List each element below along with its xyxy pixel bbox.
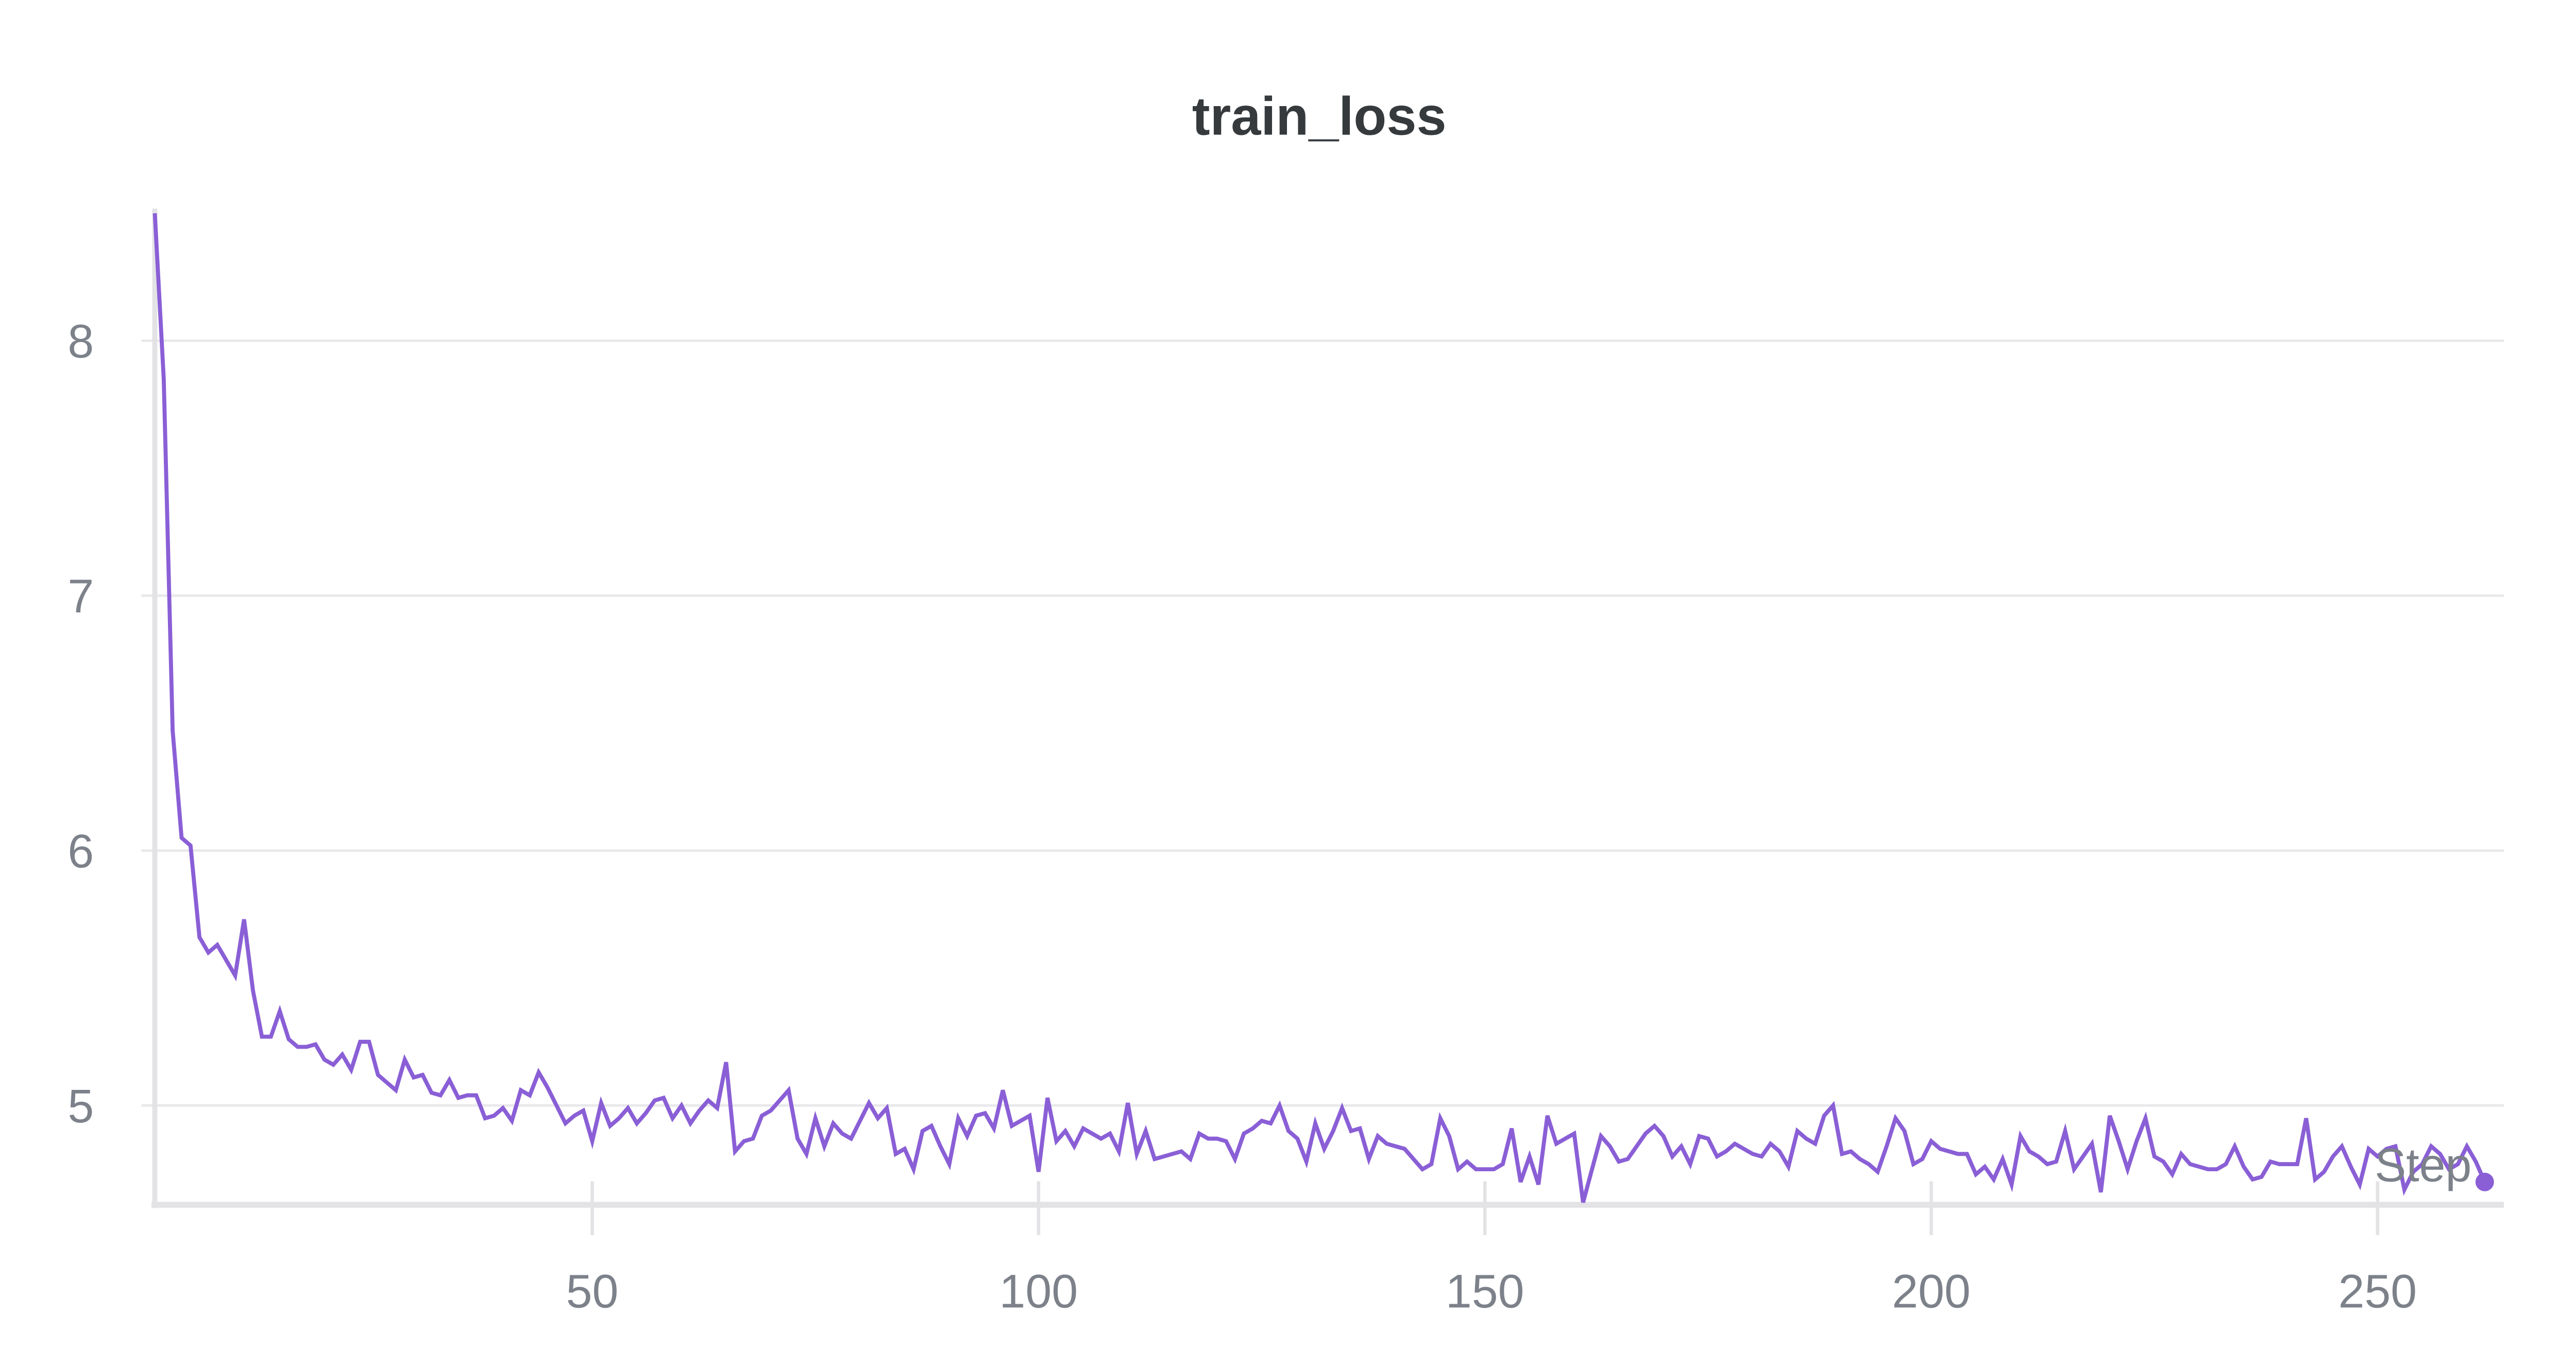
y-tick-label: 7 [67, 570, 94, 623]
gridlines [141, 339, 2504, 1107]
x-tick-label: 250 [2338, 1265, 2417, 1318]
y-tick-label: 6 [67, 825, 94, 878]
y-axis-ticks: 5 6 7 8 [67, 315, 94, 1133]
x-tick-label: 150 [1446, 1265, 1524, 1318]
train-loss-line[interactable] [152, 213, 2487, 1203]
y-tick-label: 5 [67, 1080, 94, 1133]
x-axis-ticks: 50 100 150 200 250 [566, 1181, 2417, 1318]
chart-title: train_loss [1192, 86, 1447, 146]
x-tick-label: 200 [1892, 1265, 1971, 1318]
x-axis-label: Step [2375, 1139, 2471, 1191]
last-point-marker[interactable] [2475, 1172, 2494, 1191]
x-tick-label: 50 [566, 1265, 619, 1318]
x-tick-label: 100 [999, 1265, 1078, 1318]
y-tick-label: 8 [67, 315, 94, 368]
